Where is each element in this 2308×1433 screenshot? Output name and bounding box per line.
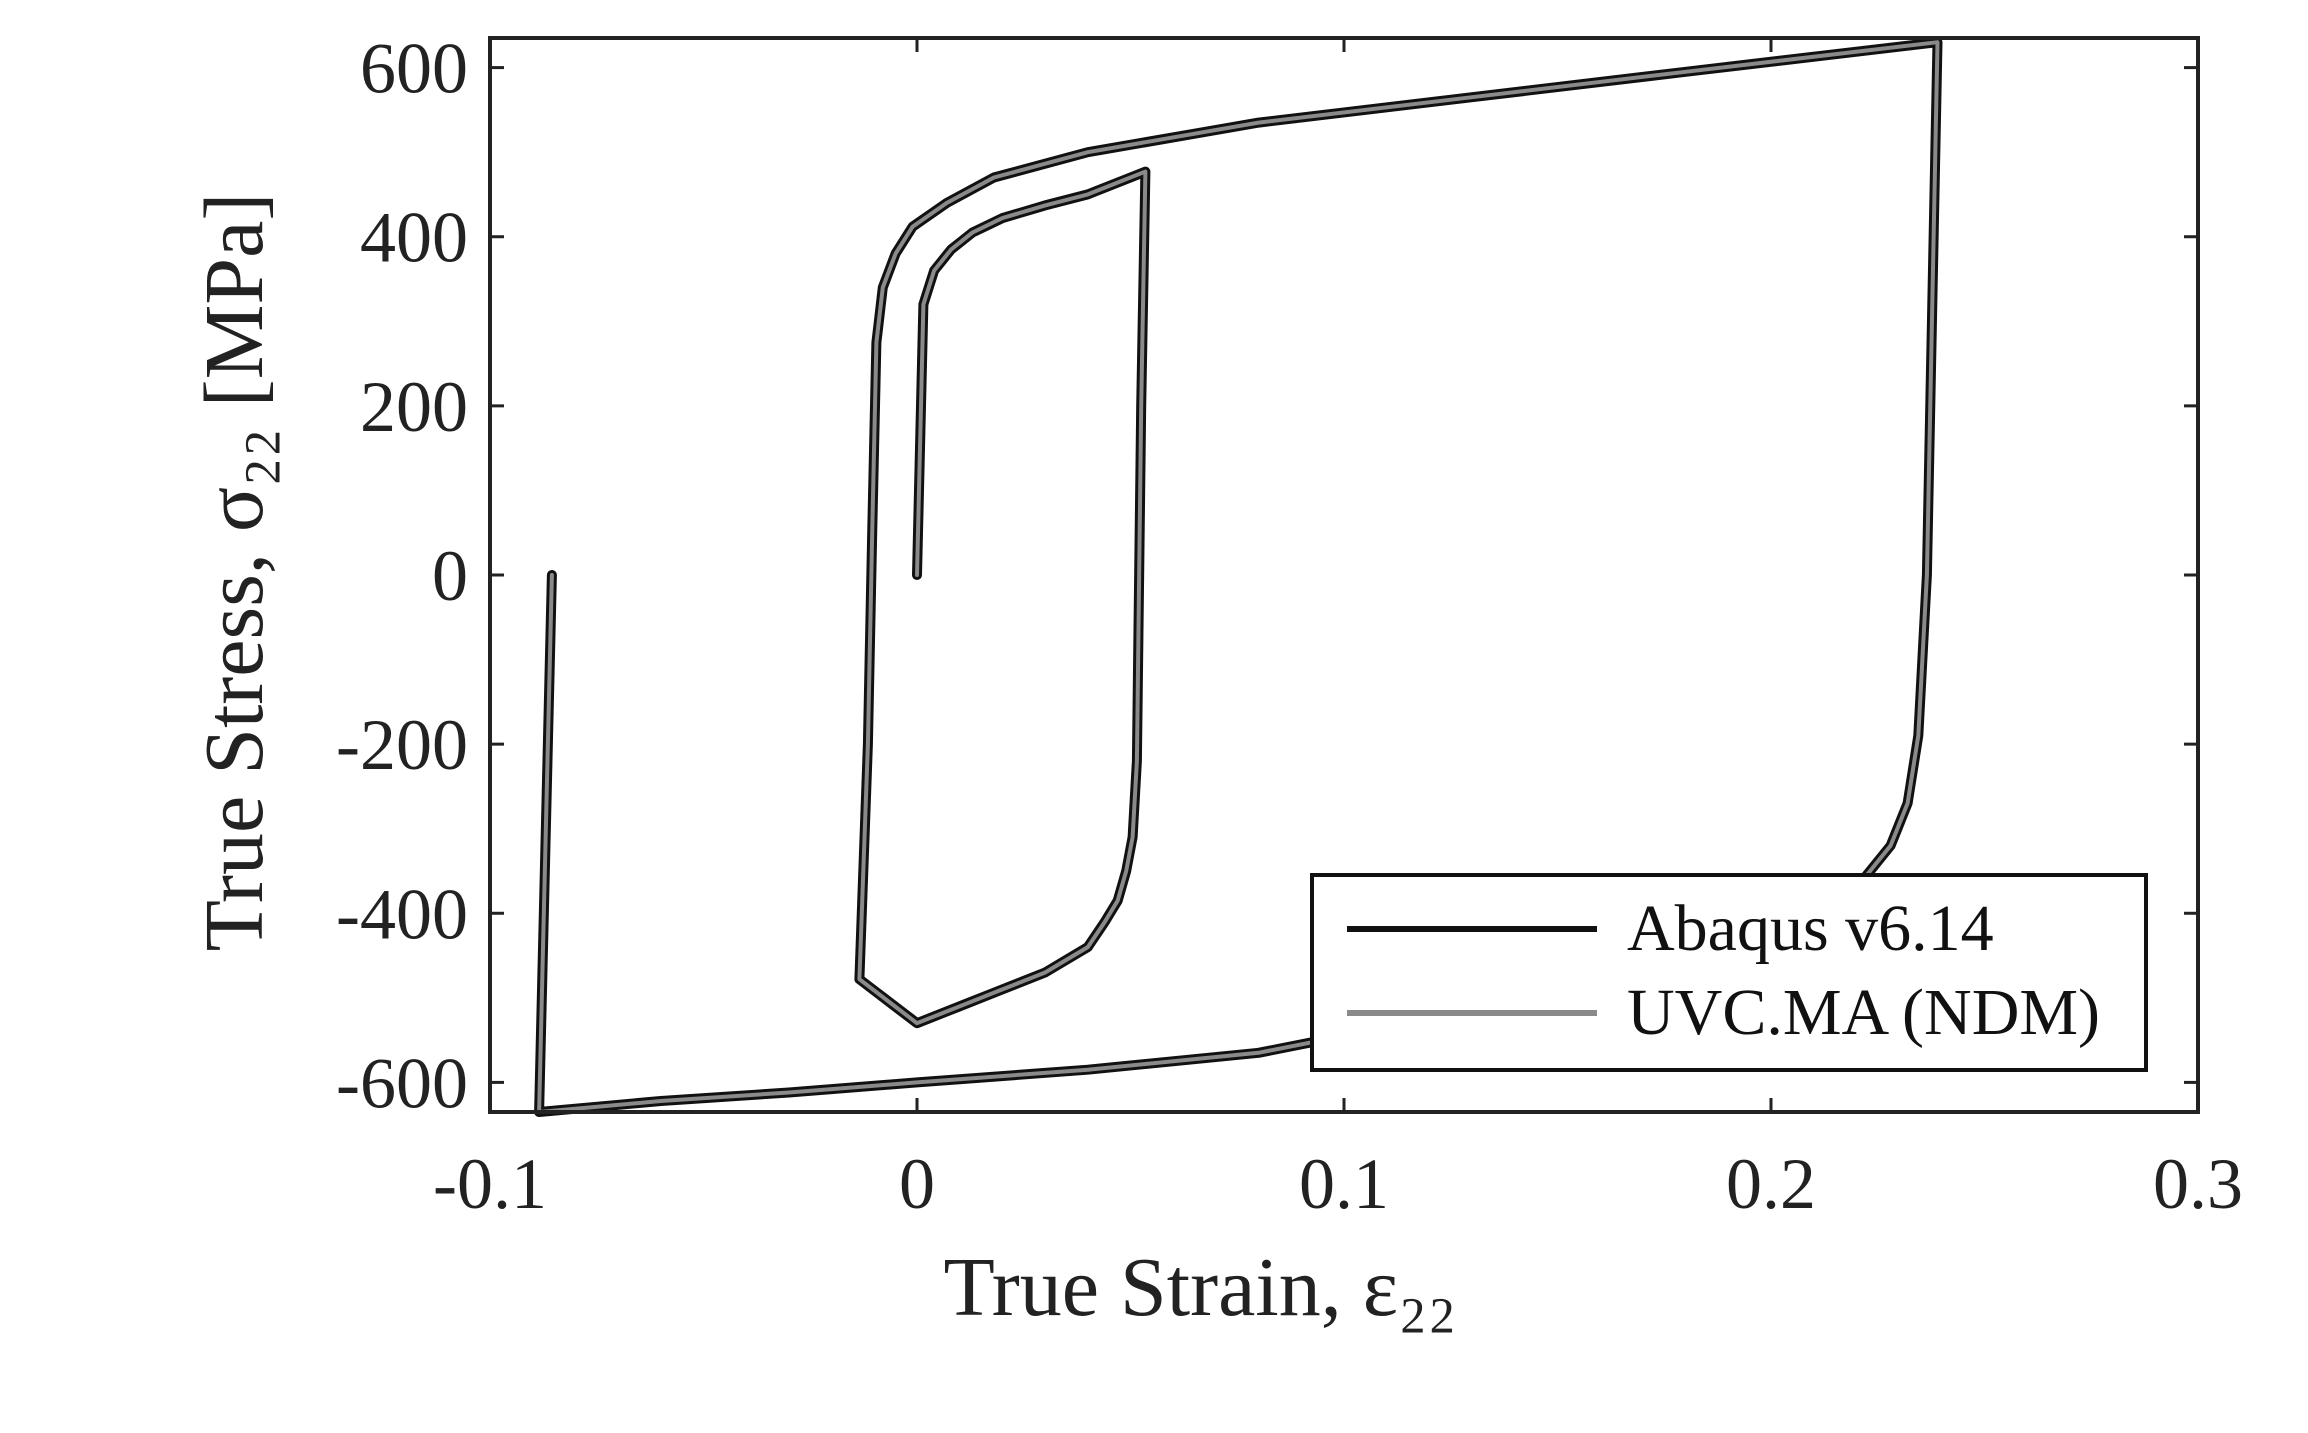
y-tick-label: -600 xyxy=(336,1043,468,1123)
legend-label-abaqus: Abaqus v6.14 xyxy=(1627,892,1994,965)
y-tick-label: 200 xyxy=(360,367,468,447)
x-axis-label: True Strain, ε₂₂ xyxy=(943,1241,1456,1334)
ticks-layer: -0.1 0 0.1 0.2 0.3 600 400 200 0 -200 -400 -600 xyxy=(336,29,2243,1224)
x-tick-label: 0 xyxy=(899,1144,935,1224)
y-tick-label: -400 xyxy=(336,874,468,954)
legend-label-uvc: UVC.MA (NDM) xyxy=(1627,976,2100,1049)
legend-box xyxy=(1310,873,2148,1072)
y-tick-label: 0 xyxy=(432,536,468,616)
x-tick-label: 0.1 xyxy=(1299,1144,1389,1224)
y-axis-label: True Stress, σ₂₂ [MPa] xyxy=(188,193,281,952)
legend: Abaqus v6.14 UVC.MA (NDM) xyxy=(1310,873,2148,1072)
x-tick-label: -0.1 xyxy=(433,1144,547,1224)
x-tick-label: 0.2 xyxy=(1726,1144,1816,1224)
x-tick-label: 0.3 xyxy=(2153,1144,2243,1224)
y-tick-label: -200 xyxy=(336,705,468,785)
y-tick-label: 600 xyxy=(360,29,468,109)
y-tick-label: 400 xyxy=(360,198,468,278)
